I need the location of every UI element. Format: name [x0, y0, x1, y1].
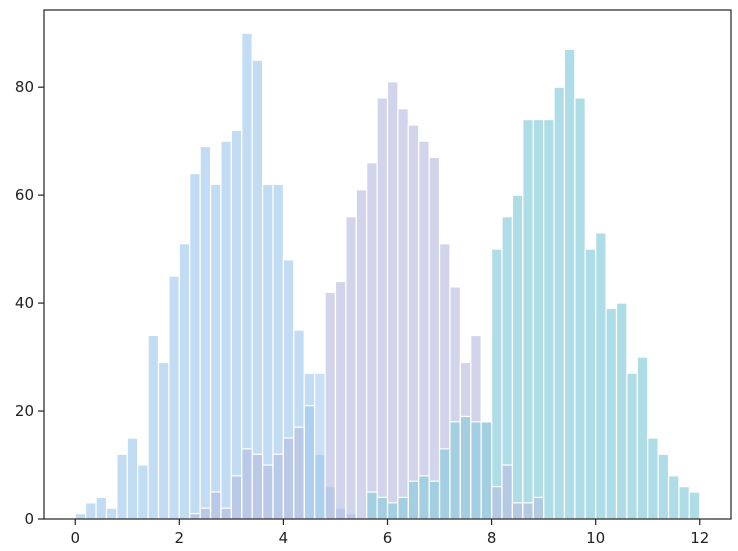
- bar-series-1: [168, 275, 180, 520]
- bar-overlap-series-3: [397, 496, 409, 520]
- x-tick-label: 10: [586, 529, 605, 547]
- bar-overlap-series-1: [303, 405, 316, 520]
- bar-series-1: [126, 437, 139, 520]
- bar-series-2: [407, 124, 420, 520]
- y-tick-label: 20: [15, 402, 34, 420]
- x-tick-label: 2: [175, 529, 185, 547]
- bar-series-2: [355, 189, 368, 520]
- y-tick-label: 80: [15, 78, 34, 96]
- bar-series-1: [178, 243, 191, 520]
- bar-series-3: [678, 486, 690, 520]
- bar-overlap-series-2: [251, 453, 264, 520]
- bar-overlap-series-2: [199, 507, 212, 520]
- bar-overlap-series-2: [220, 507, 232, 520]
- bar-overlap-series-3: [438, 448, 451, 520]
- y-tick-label: 60: [15, 186, 34, 204]
- bar-series-3: [490, 248, 503, 520]
- y-tick-label: 40: [15, 294, 34, 312]
- bar-overlap-series-2: [511, 502, 524, 520]
- bar-series-3: [605, 307, 618, 520]
- bar-overlap-series-3: [407, 480, 420, 520]
- bar-overlap-series-2: [532, 496, 545, 520]
- bar-series-3: [626, 372, 638, 520]
- bar-overlap-series-2: [209, 491, 222, 520]
- bar-overlap-series-2: [282, 437, 295, 520]
- bar-series-1: [230, 129, 243, 520]
- bar-series-2: [397, 108, 409, 520]
- bar-series-1: [116, 453, 128, 520]
- axes: 0 2 4 6 8 10 12 0 20 40 60 80: [15, 9, 732, 547]
- bar-series-1: [137, 464, 149, 520]
- x-tick-label: 12: [690, 529, 709, 547]
- bar-series-2: [428, 156, 441, 520]
- bar-series-3: [532, 118, 545, 520]
- bar-series-3: [647, 437, 659, 520]
- bar-series-1: [209, 183, 222, 520]
- bar-series-3: [657, 453, 670, 520]
- bar-overlap-series-2: [230, 475, 243, 520]
- bar-series-2: [366, 162, 378, 520]
- bar-overlap-series-2: [189, 512, 201, 520]
- bar-overlap-series-2: [522, 502, 534, 520]
- bar-series-1: [147, 334, 160, 520]
- bar-series-2: [418, 140, 430, 520]
- histogram-bars: [74, 32, 701, 520]
- y-tick-label: 0: [24, 510, 34, 528]
- bar-series-3: [636, 356, 649, 520]
- bar-series-3: [574, 97, 586, 520]
- bar-series-3: [615, 302, 628, 520]
- bar-series-1: [74, 512, 87, 520]
- bar-series-1: [241, 32, 253, 520]
- x-tick-label: 8: [487, 529, 497, 547]
- bar-series-2: [324, 291, 337, 520]
- bar-series-1: [199, 145, 212, 520]
- bar-series-3: [553, 86, 566, 520]
- x-tick-label: 6: [383, 529, 393, 547]
- bar-series-1: [95, 496, 108, 520]
- bar-overlap-series-2: [490, 486, 503, 520]
- bar-series-1: [105, 507, 118, 520]
- bar-series-2: [386, 81, 399, 520]
- bar-series-2: [376, 97, 389, 520]
- bar-overlap-series-3: [418, 475, 430, 520]
- bar-series-1: [220, 140, 232, 520]
- bar-series-3: [595, 232, 607, 520]
- bar-overlap-series-3: [470, 421, 482, 520]
- bar-series-2: [345, 216, 357, 520]
- bar-series-1: [157, 361, 170, 520]
- bar-series-3: [584, 248, 597, 520]
- bar-series-3: [522, 118, 534, 520]
- bar-series-3: [563, 48, 576, 520]
- x-tick-label: 0: [70, 529, 80, 547]
- bar-series-1: [85, 502, 97, 520]
- bar-series-1: [251, 59, 264, 520]
- bar-overlap-series-2: [501, 464, 514, 520]
- bar-series-1: [189, 172, 201, 520]
- bar-overlap-series-2: [293, 426, 305, 520]
- bar-overlap-series-3: [366, 491, 378, 520]
- bar-overlap-series-3: [376, 496, 389, 520]
- bar-overlap-series-2: [272, 453, 285, 520]
- bar-series-3: [511, 194, 524, 520]
- bar-series-3: [667, 475, 680, 520]
- bar-overlap-series-3: [386, 502, 399, 520]
- bar-overlap-series-1: [314, 372, 326, 520]
- bar-series-3: [543, 118, 555, 520]
- bar-overlap-series-3: [449, 421, 461, 520]
- bar-overlap-series-2: [241, 448, 253, 520]
- bar-series-3: [688, 491, 701, 520]
- x-tick-label: 4: [279, 529, 289, 547]
- bar-overlap-series-3: [459, 415, 472, 520]
- bar-overlap-series-3: [480, 421, 493, 520]
- bar-series-2: [334, 280, 347, 520]
- bar-overlap-series-3: [428, 480, 441, 520]
- bar-overlap-series-2: [261, 464, 274, 520]
